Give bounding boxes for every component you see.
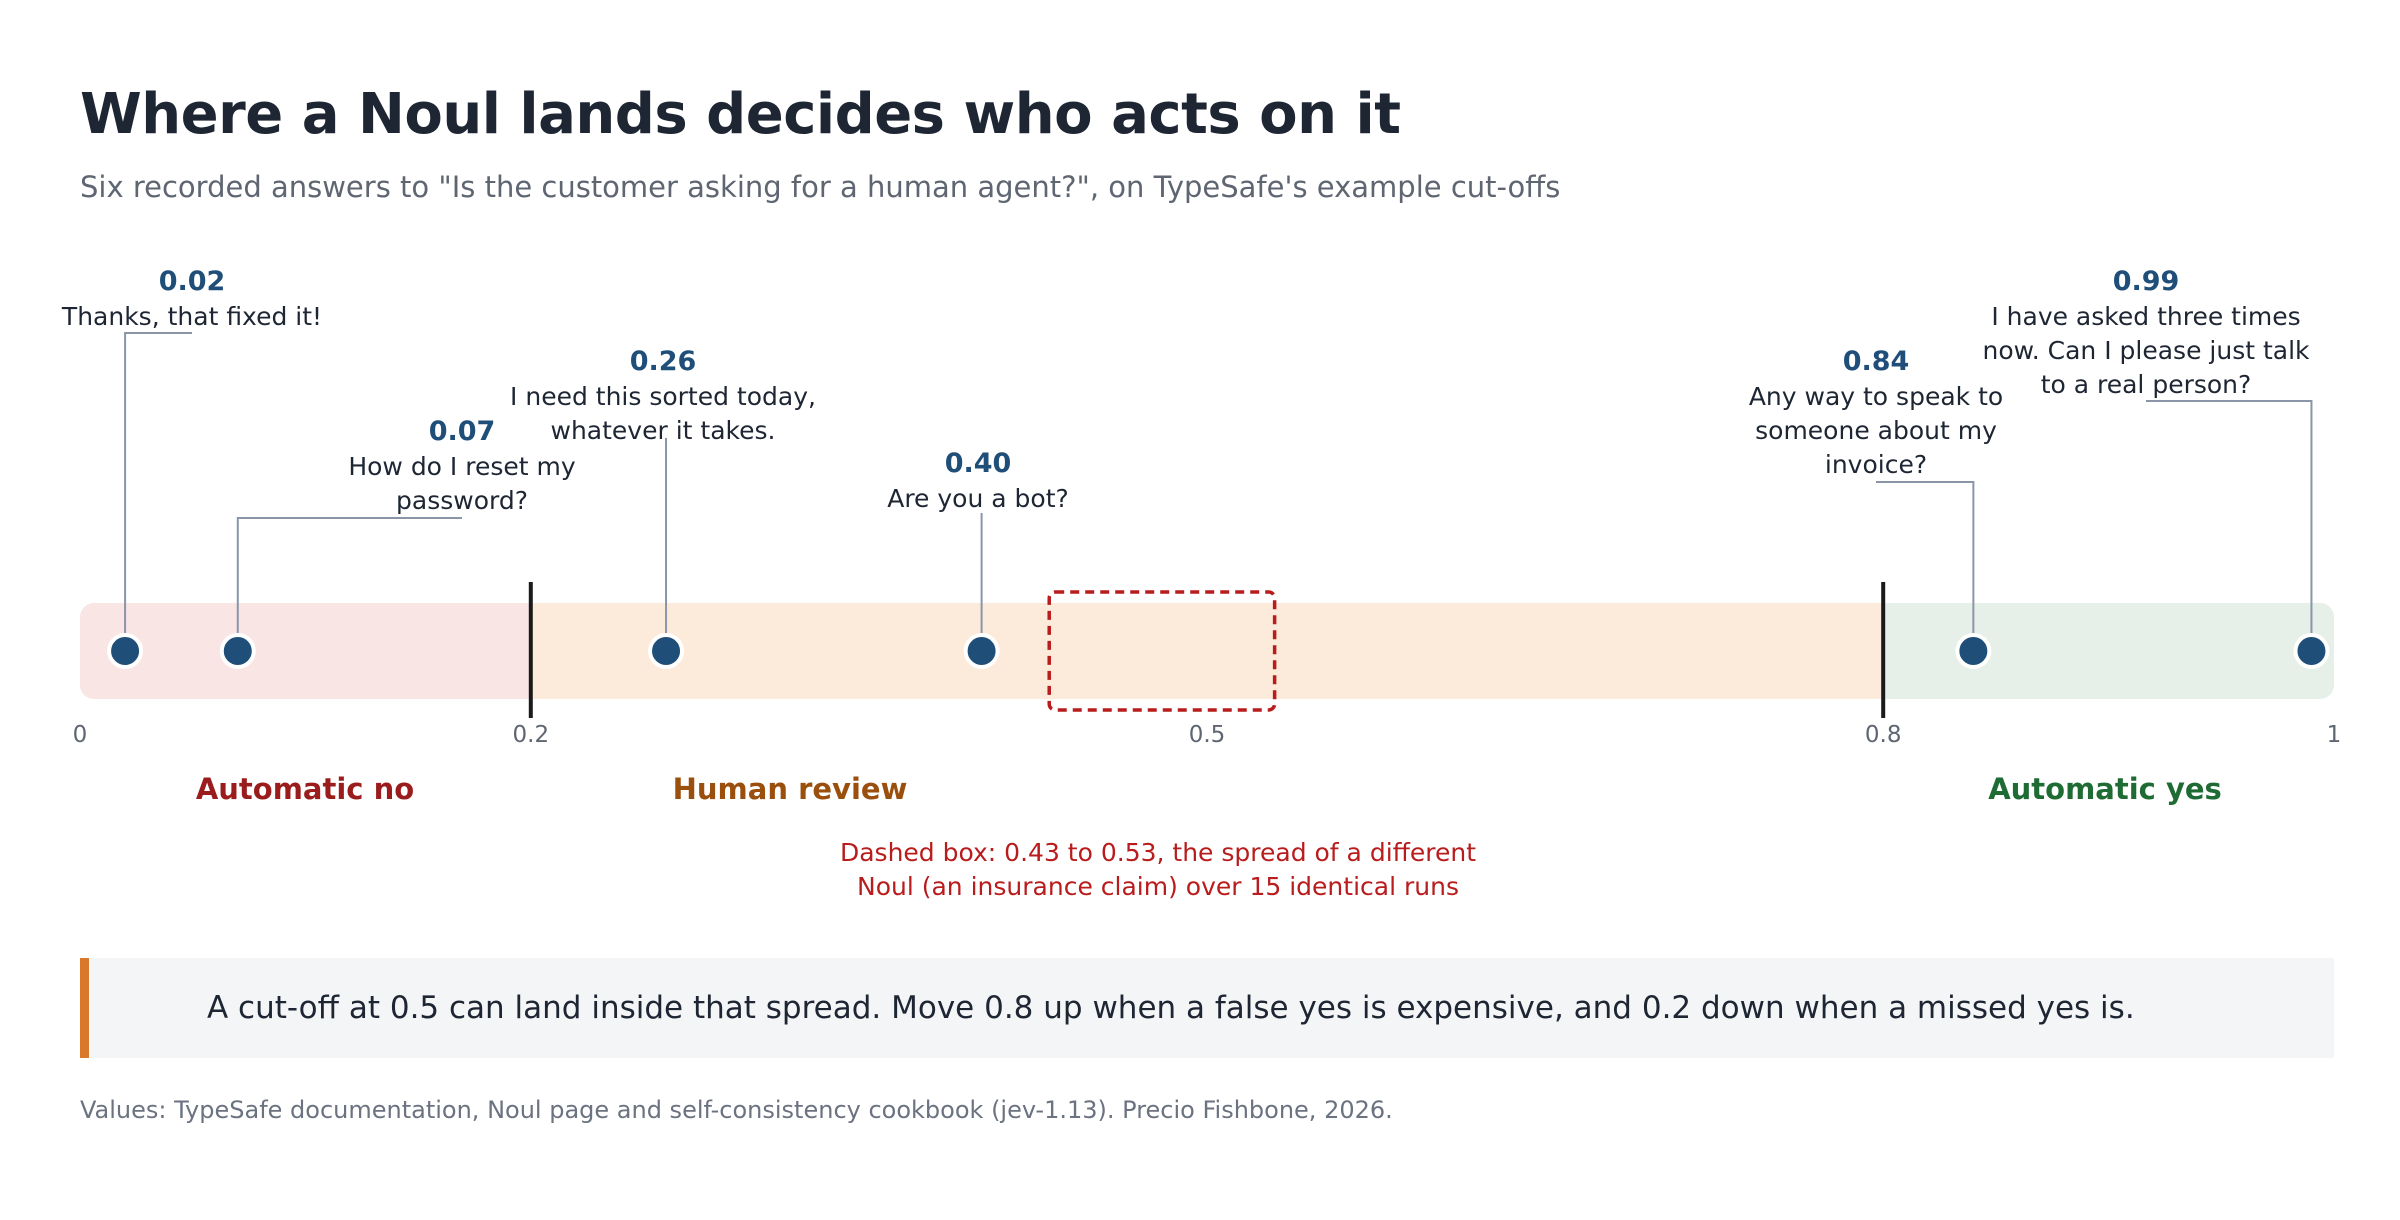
leader-line [124, 332, 192, 633]
page-subtitle: Six recorded answers to "Is the customer… [80, 170, 1561, 204]
x-tick-label: 0.5 [1189, 722, 1226, 748]
leader-line [236, 517, 462, 633]
point-value-label: 0.26 [630, 346, 697, 377]
spread-dashed-box [1047, 590, 1277, 712]
point-text-label: password? [396, 486, 528, 515]
spread-note-line: Dashed box: 0.43 to 0.53, the spread of … [840, 838, 1476, 867]
point-text-label: whatever it takes. [551, 416, 776, 445]
threshold-number-line-chart: Automatic no Human review Automatic yes Das… [61, 266, 2342, 901]
zone-label-2: Automatic yes [1988, 772, 2222, 806]
source-footnote: Values: TypeSafe documentation, Noul pag… [80, 1096, 1393, 1124]
point-text-label: Any way to speak to [1749, 382, 2003, 411]
point-text-label: I need this sorted today, [510, 382, 816, 411]
x-tick-label: 1 [2327, 722, 2342, 748]
callout-box: A cut-off at 0.5 can land inside that sp… [80, 958, 2334, 1058]
zone-band-1 [530, 603, 1884, 699]
data-point [1955, 633, 1992, 669]
point-value-label: 0.99 [2113, 266, 2180, 297]
spread-note-line: Noul (an insurance claim) over 15 identi… [857, 872, 1459, 901]
point-text-label: someone about my [1755, 416, 1997, 445]
page-title: Where a Noul lands decides who acts on i… [80, 82, 1401, 147]
point-text-label: now. Can I please just talk [1982, 336, 2310, 365]
callout-text: A cut-off at 0.5 can land inside that sp… [207, 990, 2135, 1026]
point-value-label: 0.02 [159, 266, 226, 297]
point-text-label: I have asked three times [1991, 302, 2300, 331]
data-point [963, 633, 1000, 669]
zone-label-0: Automatic no [196, 772, 414, 806]
data-point [648, 633, 685, 669]
data-point [2293, 633, 2330, 669]
point-text-label: Are you a bot? [887, 484, 1069, 513]
zone-band-2 [1883, 603, 2334, 699]
point-text-label: invoice? [1825, 450, 1927, 479]
zone-band-0 [80, 603, 531, 699]
leader-line [1876, 481, 1975, 633]
point-value-label: 0.84 [1843, 346, 1910, 377]
point-text-label: to a real person? [2041, 370, 2252, 399]
point-text-label: How do I reset my [348, 452, 576, 481]
point-value-label: 0.07 [429, 416, 496, 447]
zone-label-1: Human review [673, 772, 908, 806]
leader-line [2146, 400, 2313, 633]
data-point [107, 633, 144, 669]
point-value-label: 0.40 [945, 448, 1012, 479]
data-point [219, 633, 256, 669]
point-text-label: Thanks, that fixed it! [61, 302, 322, 331]
x-tick-label: 0.8 [1865, 722, 1902, 748]
x-tick-label: 0 [73, 722, 88, 748]
x-tick-label: 0.2 [513, 722, 550, 748]
